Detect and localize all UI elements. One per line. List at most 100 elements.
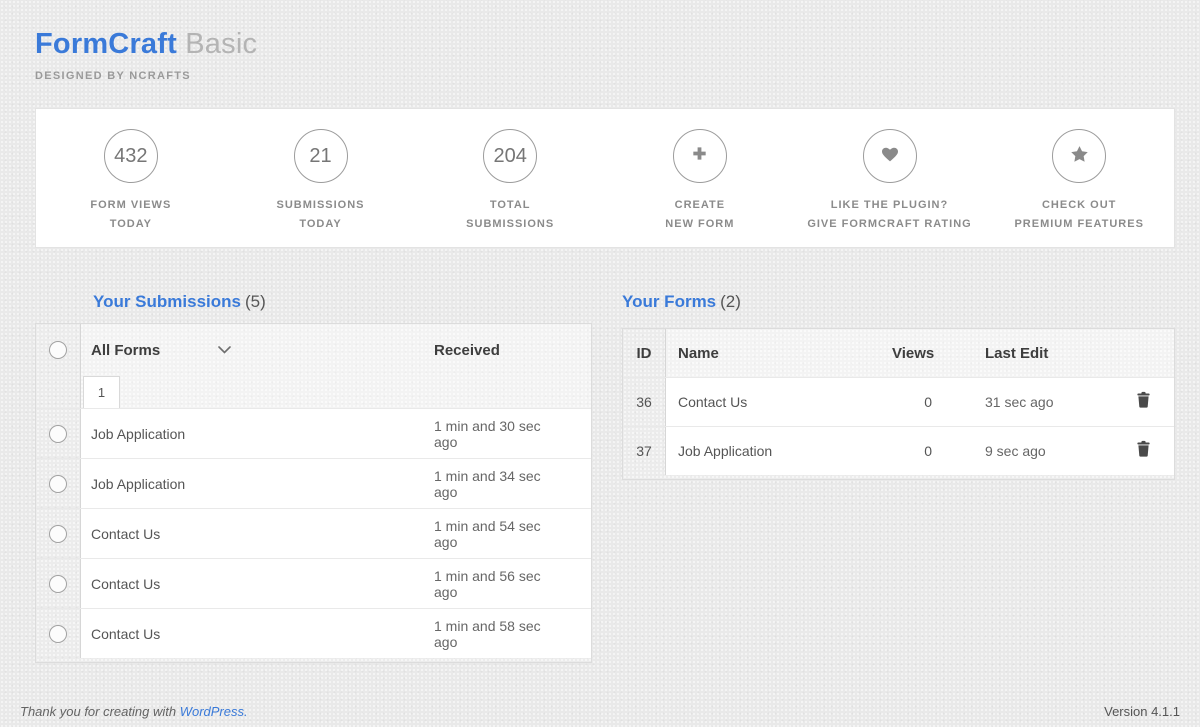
submissions-title: Your Submissions (5): [93, 292, 266, 311]
wordpress-link[interactable]: WordPress.: [179, 704, 248, 719]
submission-form-name: Contact Us: [91, 525, 161, 542]
row-radio[interactable]: [49, 524, 67, 543]
form-views: 0: [924, 443, 932, 459]
forms-count: (2): [720, 292, 741, 311]
submission-row[interactable]: Contact Us 1 min and 54 sec ago: [36, 508, 591, 558]
stat-circle: 204: [483, 129, 538, 183]
submission-form-name: Job Application: [91, 475, 186, 492]
forms-table: ID Name Views Last Edit 36 Contact Us 0 …: [622, 328, 1175, 480]
delete-form-button[interactable]: [1131, 390, 1155, 414]
views-column-header: Views: [892, 344, 935, 362]
delete-form-button[interactable]: [1131, 439, 1155, 463]
submissions-table: All Forms Received 1 Job Application 1: [35, 323, 592, 663]
app-header: FormCraft Basic DESIGNED BY NCRAFTS: [35, 28, 257, 82]
app-title-primary: FormCraft: [35, 28, 177, 60]
form-row: 37 Job Application 0 9 sec ago: [623, 426, 1174, 475]
stats-card: 432 FORM VIEWS TODAY 21 SUBMISSIONS TODA…: [35, 108, 1175, 248]
submission-form-name: Contact Us: [91, 625, 161, 642]
heart-icon: [880, 145, 900, 168]
stat-label: LIKE THE PLUGIN? GIVE FORMCRAFT RATING: [807, 199, 972, 231]
give-rating-button[interactable]: LIKE THE PLUGIN? GIVE FORMCRAFT RATING: [795, 109, 985, 247]
stat-total-submissions: 204 TOTAL SUBMISSIONS: [415, 109, 605, 247]
form-name-link[interactable]: Job Application: [678, 443, 773, 459]
stat-circle: 21: [293, 129, 348, 183]
submissions-today-value: 21: [309, 144, 332, 167]
row-select-cell: [36, 559, 81, 608]
trash-icon: [1136, 440, 1151, 462]
submission-received-time: 1 min and 34 sec ago: [434, 467, 541, 500]
name-column-header: Name: [678, 344, 719, 362]
row-select-cell: [36, 409, 81, 458]
form-row: 36 Contact Us 0 31 sec ago: [623, 377, 1174, 426]
plus-icon: [690, 144, 709, 168]
star-icon: [1070, 145, 1089, 168]
submission-row[interactable]: Job Application 1 min and 34 sec ago: [36, 458, 591, 508]
form-last-edit: 31 sec ago: [985, 394, 1054, 410]
forms-title: Your Forms (2): [622, 292, 741, 311]
pagination-page-1[interactable]: 1: [83, 376, 120, 408]
stat-label: TOTAL SUBMISSIONS: [466, 199, 555, 231]
submission-received-time: 1 min and 58 sec ago: [434, 617, 541, 650]
page-footer: Thank you for creating with WordPress. V…: [20, 704, 1180, 719]
stat-label: CREATE NEW FORM: [665, 199, 735, 231]
submission-received-time: 1 min and 30 sec ago: [434, 417, 541, 450]
form-views: 0: [924, 394, 932, 410]
forms-section: Your Forms (2) ID Name Views Last Edit 36…: [622, 292, 1175, 480]
select-all-cell: [36, 324, 81, 376]
submission-form-name: Job Application: [91, 425, 186, 442]
submissions-header-main: All Forms: [81, 342, 434, 359]
stat-circle[interactable]: [1052, 129, 1107, 183]
table-bottom-strip: [36, 658, 591, 662]
chevron-down-icon: [218, 346, 231, 354]
row-radio[interactable]: [49, 474, 67, 493]
stat-label: CHECK OUT PREMIUM FEATURES: [1014, 199, 1144, 231]
row-radio[interactable]: [49, 574, 67, 593]
version-label: Version 4.1.1: [1104, 704, 1180, 719]
row-radio[interactable]: [49, 424, 67, 443]
form-last-edit: 9 sec ago: [985, 443, 1046, 459]
pagination-strip: 1: [36, 376, 591, 408]
submissions-table-header: All Forms Received: [36, 324, 591, 376]
row-radio[interactable]: [49, 624, 67, 643]
stat-form-views-today: 432 FORM VIEWS TODAY: [36, 109, 226, 247]
id-column-header: ID: [623, 329, 666, 377]
form-filter-dropdown[interactable]: All Forms: [91, 342, 231, 359]
select-all-radio[interactable]: [49, 341, 67, 359]
page-title: FormCraft Basic: [35, 28, 257, 61]
submission-row[interactable]: Contact Us 1 min and 56 sec ago: [36, 558, 591, 608]
forms-table-header: ID Name Views Last Edit: [623, 329, 1174, 377]
row-select-cell: [36, 459, 81, 508]
stat-circle[interactable]: [672, 129, 727, 183]
stat-circle[interactable]: [862, 129, 917, 183]
submission-row[interactable]: Contact Us 1 min and 58 sec ago: [36, 608, 591, 658]
form-views-today-value: 432: [114, 144, 148, 167]
submission-form-name: Contact Us: [91, 575, 161, 592]
app-subtitle: DESIGNED BY NCRAFTS: [35, 70, 191, 82]
create-new-form-button[interactable]: CREATE NEW FORM: [605, 109, 795, 247]
submissions-count: (5): [245, 292, 266, 311]
submissions-section: Your Submissions (5) All Forms Received: [35, 292, 592, 663]
trash-icon: [1136, 391, 1151, 413]
row-select-cell: [36, 509, 81, 558]
pagination-gap: [36, 376, 81, 408]
stat-circle: 432: [103, 129, 158, 183]
form-name-link[interactable]: Contact Us: [678, 394, 748, 410]
submission-received-time: 1 min and 56 sec ago: [434, 567, 541, 600]
table-bottom-strip: [623, 475, 1174, 479]
stat-label: FORM VIEWS TODAY: [90, 199, 172, 231]
total-submissions-value: 204: [493, 144, 527, 167]
stat-label: SUBMISSIONS TODAY: [276, 199, 365, 231]
stat-submissions-today: 21 SUBMISSIONS TODAY: [226, 109, 416, 247]
premium-features-button[interactable]: CHECK OUT PREMIUM FEATURES: [984, 109, 1174, 247]
submission-row[interactable]: Job Application 1 min and 30 sec ago: [36, 408, 591, 458]
app-title-secondary: Basic: [185, 28, 258, 60]
form-id: 36: [623, 378, 666, 426]
form-filter-label: All Forms: [91, 341, 161, 359]
received-column-header: Received: [434, 341, 500, 359]
submission-received-time: 1 min and 54 sec ago: [434, 517, 541, 550]
row-select-cell: [36, 609, 81, 658]
form-id: 37: [623, 427, 666, 475]
last-edit-column-header: Last Edit: [985, 344, 1049, 362]
footer-thanks-text: Thank you for creating with WordPress.: [20, 704, 248, 719]
